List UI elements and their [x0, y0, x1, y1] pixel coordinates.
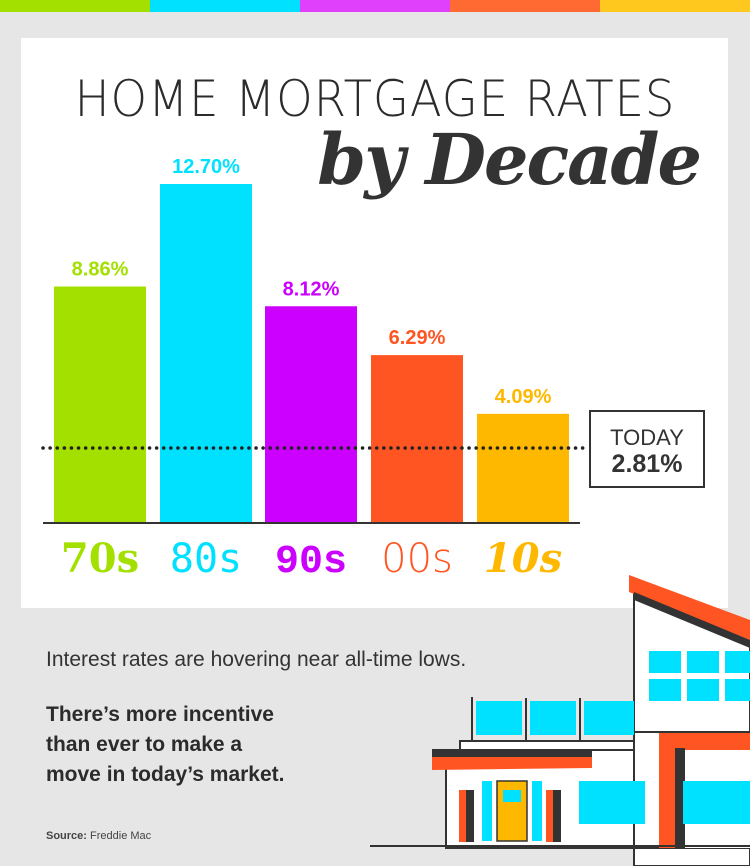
source-value: Freddie Mac	[90, 830, 152, 842]
bar-70s	[54, 286, 146, 523]
category-label: 80s	[170, 536, 242, 582]
stripe-green	[0, 0, 150, 12]
bar-80s	[160, 184, 252, 523]
callout-line: There’s more incentive	[46, 703, 274, 726]
chart-title: HOME MORTGAGE RATES	[74, 70, 676, 128]
source: Source: Freddie Mac	[46, 830, 151, 842]
stripe-yellow	[600, 0, 750, 12]
today-value: 2.81%	[611, 450, 683, 478]
category-label: 10s	[484, 535, 562, 582]
stripe-orange	[450, 0, 600, 12]
bar-10s	[477, 413, 569, 523]
stripe-cyan	[150, 0, 300, 12]
callout-line: than ever to make a	[46, 733, 243, 756]
body-text: Interest rates are hovering near all-tim…	[46, 648, 467, 671]
today-label: TODAY	[610, 425, 684, 450]
category-label: 90s	[275, 540, 347, 585]
bar-90s	[265, 306, 357, 523]
bar-00s	[371, 355, 463, 523]
stripe-purple	[300, 0, 450, 12]
category-label: 70s	[61, 535, 139, 582]
chart-subtitle: by Decade	[317, 118, 702, 201]
today-box: TODAY 2.81%	[589, 410, 705, 488]
data-label: 12.70%	[172, 156, 240, 178]
source-label: Source:	[46, 830, 87, 842]
data-label: 4.09%	[495, 386, 552, 408]
callout-line: move in today’s market.	[46, 763, 285, 786]
data-label: 8.12%	[283, 278, 340, 300]
callout-text: There’s more incentive than ever to make…	[46, 700, 284, 790]
category-label: 00s	[381, 536, 453, 582]
data-label: 8.86%	[72, 259, 129, 281]
data-label: 6.29%	[389, 327, 446, 349]
